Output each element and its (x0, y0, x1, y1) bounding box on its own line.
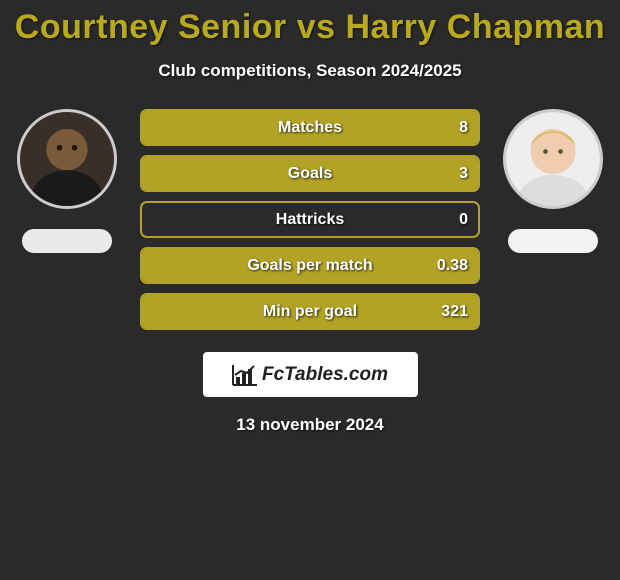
page-title: Courtney Senior vs Harry Chapman (0, 0, 620, 47)
date-label: 13 november 2024 (0, 415, 620, 435)
avatar-placeholder-icon (20, 112, 114, 206)
comparison-row: Matches 8 Goals 3 Hattricks 0 Goals per … (0, 109, 620, 330)
stat-value-right: 8 (459, 119, 468, 137)
subtitle: Club competitions, Season 2024/2025 (0, 61, 620, 81)
player-right-column (498, 109, 608, 253)
logo-text: FcTables.com (262, 364, 388, 386)
chart-icon (232, 364, 258, 386)
team-right-pill (508, 229, 598, 253)
stat-bar-matches: Matches 8 (140, 109, 480, 146)
stat-label: Hattricks (276, 211, 344, 229)
stat-value-right: 3 (459, 165, 468, 183)
player-left-column (12, 109, 122, 253)
stat-label: Matches (278, 119, 342, 137)
stat-bar-min-per-goal: Min per goal 321 (140, 293, 480, 330)
stat-value-right: 0.38 (437, 257, 468, 275)
source-logo: FcTables.com (203, 352, 418, 397)
stat-label: Min per goal (263, 303, 357, 321)
stat-label: Goals (288, 165, 332, 183)
player-right-avatar (503, 109, 603, 209)
player-left-avatar (17, 109, 117, 209)
stat-bar-goals-per-match: Goals per match 0.38 (140, 247, 480, 284)
stat-value-right: 0 (459, 211, 468, 229)
stat-bar-hattricks: Hattricks 0 (140, 201, 480, 238)
stat-bar-goals: Goals 3 (140, 155, 480, 192)
team-left-pill (22, 229, 112, 253)
stat-label: Goals per match (247, 257, 372, 275)
stat-value-right: 321 (441, 303, 468, 321)
avatar-placeholder-icon (506, 112, 600, 206)
stats-bars: Matches 8 Goals 3 Hattricks 0 Goals per … (140, 109, 480, 330)
